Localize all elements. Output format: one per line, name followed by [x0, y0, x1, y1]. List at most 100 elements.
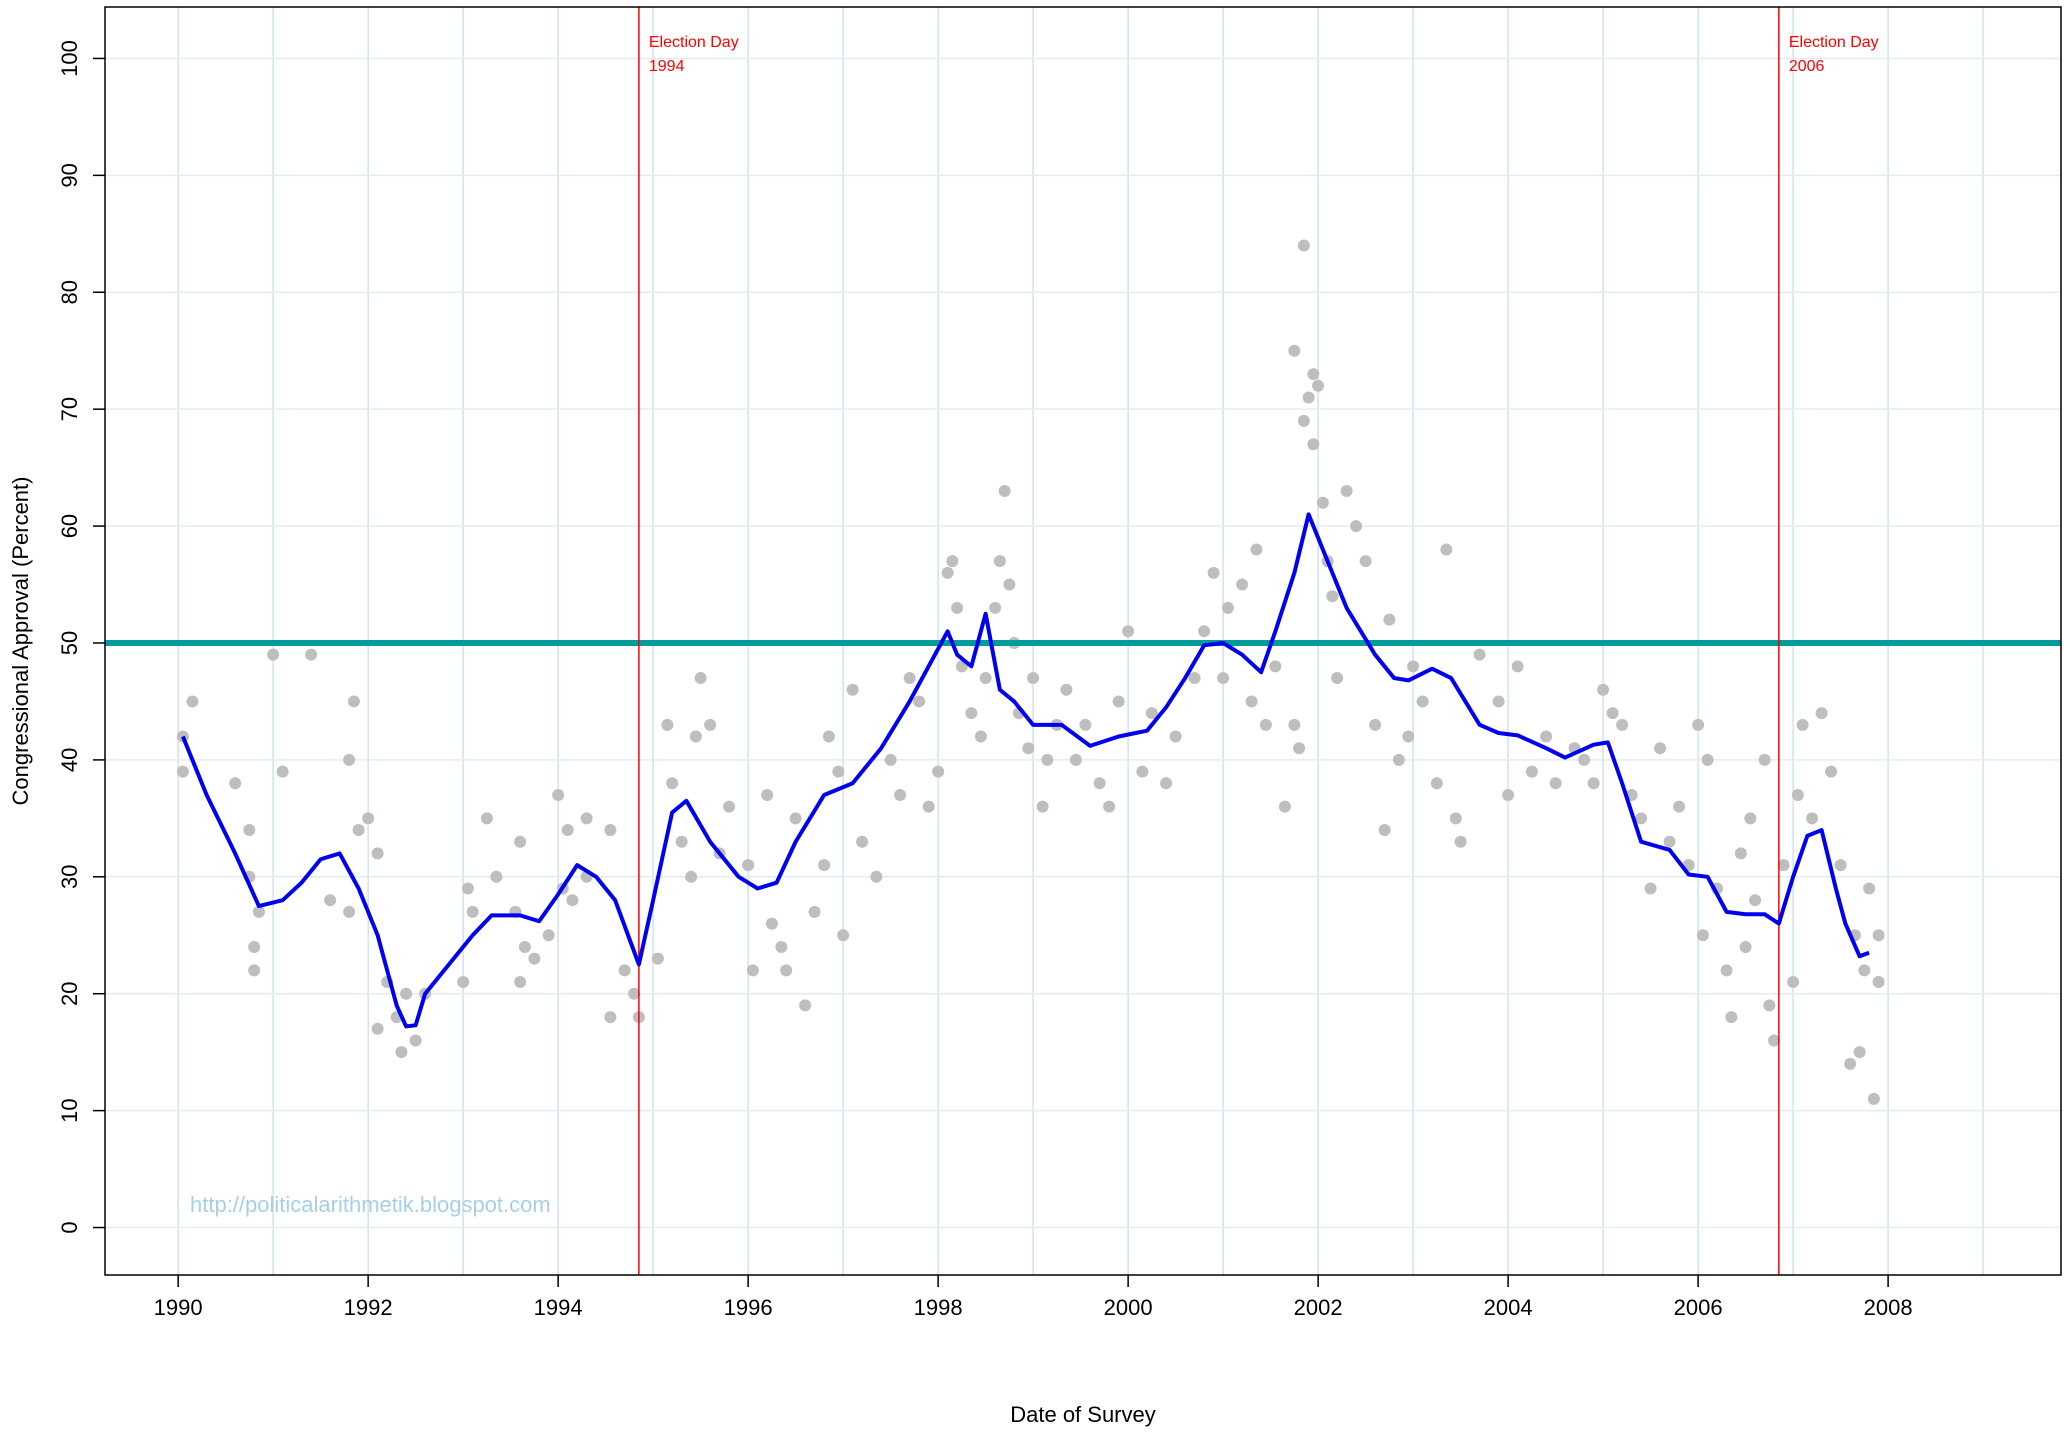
point — [1796, 718, 1809, 731]
point — [248, 964, 261, 977]
point — [822, 730, 835, 743]
point — [229, 777, 242, 790]
point — [1122, 625, 1135, 638]
point — [832, 765, 845, 778]
point — [1825, 765, 1838, 778]
point — [1720, 964, 1733, 977]
y-tick-label: 60 — [57, 514, 82, 538]
point — [1725, 1011, 1738, 1024]
x-tick-label: 2000 — [1104, 1295, 1153, 1320]
point — [903, 672, 916, 685]
point — [765, 917, 778, 930]
point — [1549, 777, 1562, 790]
point — [1297, 239, 1310, 252]
y-tick-label: 80 — [57, 280, 82, 304]
point — [305, 648, 318, 661]
point — [1449, 812, 1462, 825]
point — [1136, 765, 1149, 778]
point — [789, 812, 802, 825]
point — [1316, 496, 1329, 509]
point — [514, 976, 527, 989]
point — [514, 835, 527, 848]
point — [1331, 672, 1344, 685]
point — [480, 812, 493, 825]
point — [1269, 660, 1282, 673]
plot-area — [105, 7, 2061, 1275]
point — [1103, 800, 1116, 813]
y-axis-label: Congressional Approval (Percent) — [8, 477, 33, 806]
point — [552, 788, 565, 801]
point — [1454, 835, 1467, 848]
point — [1606, 707, 1619, 720]
point — [1302, 391, 1315, 404]
point — [1872, 976, 1885, 989]
point — [932, 765, 945, 778]
point — [951, 601, 964, 614]
point — [974, 730, 987, 743]
point — [252, 905, 265, 918]
point — [1525, 765, 1538, 778]
point — [1616, 718, 1629, 731]
point — [1288, 344, 1301, 357]
point — [1369, 718, 1382, 731]
point — [1402, 730, 1415, 743]
point — [1169, 730, 1182, 743]
point — [1198, 625, 1211, 638]
point — [324, 894, 337, 907]
point — [761, 788, 774, 801]
point — [1858, 964, 1871, 977]
point — [1744, 812, 1757, 825]
y-tick-label: 10 — [57, 1098, 82, 1122]
point — [248, 940, 261, 953]
point — [1160, 777, 1173, 790]
x-tick-label: 1992 — [344, 1295, 393, 1320]
point — [1663, 835, 1676, 848]
point — [1749, 894, 1762, 907]
point — [675, 835, 688, 848]
point — [689, 730, 702, 743]
point — [818, 859, 831, 872]
point — [1036, 800, 1049, 813]
point — [1093, 777, 1106, 790]
x-tick-label: 1990 — [154, 1295, 203, 1320]
point — [352, 824, 365, 837]
point — [1654, 742, 1667, 755]
point — [276, 765, 289, 778]
point — [186, 695, 199, 708]
annotation: Election Day — [1789, 34, 1879, 51]
x-tick-label: 2008 — [1864, 1295, 1913, 1320]
point — [666, 777, 679, 790]
point — [457, 976, 470, 989]
point — [1635, 812, 1648, 825]
point — [1407, 660, 1420, 673]
x-tick-label: 2004 — [1484, 1295, 1533, 1320]
point — [1188, 672, 1201, 685]
point — [1112, 695, 1125, 708]
point — [1041, 753, 1054, 766]
point — [409, 1034, 422, 1047]
point — [1350, 520, 1363, 533]
plot-frame — [104, 6, 2062, 1276]
point — [1383, 613, 1396, 626]
point — [1307, 438, 1320, 451]
point — [343, 753, 356, 766]
point — [604, 1011, 617, 1024]
point — [694, 672, 707, 685]
point — [746, 964, 759, 977]
point — [1027, 672, 1040, 685]
point — [1867, 1092, 1880, 1105]
point — [561, 824, 574, 837]
point — [913, 695, 926, 708]
point — [243, 824, 256, 837]
x-tick-label: 1998 — [914, 1295, 963, 1320]
point — [1597, 683, 1610, 696]
point — [1734, 847, 1747, 860]
y-tick-label: 40 — [57, 748, 82, 772]
point — [1221, 601, 1234, 614]
point — [528, 952, 541, 965]
point — [989, 601, 1002, 614]
x-tick-label: 2006 — [1674, 1295, 1723, 1320]
annotation: 1994 — [649, 58, 685, 75]
point — [780, 964, 793, 977]
